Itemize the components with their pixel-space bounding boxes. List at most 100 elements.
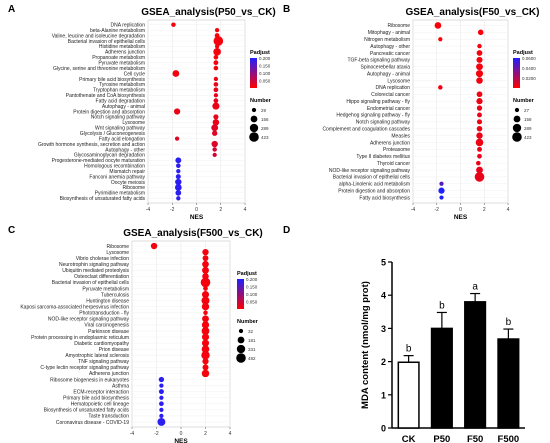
term-dot (158, 389, 164, 395)
term-label: Parkinson disease (88, 329, 129, 335)
term-dot (438, 187, 445, 194)
term-dot (176, 169, 181, 174)
x-tick-label: 0 (195, 207, 198, 213)
term-label: C-type lectin receptor signaling pathway (40, 365, 129, 371)
x-tick-label: -4 (146, 207, 151, 213)
significance-letter: a (472, 282, 478, 293)
term-dot (202, 364, 209, 371)
size-legend-dot (512, 123, 522, 133)
term-label: Autophagy - other (105, 147, 145, 153)
term-dot (213, 82, 219, 87)
term-label: Ubiquitin mediated proteolysis (62, 268, 129, 274)
padjust-legend-title: Padjust (237, 271, 257, 277)
term-label: Hematopoietic cell lineage (71, 402, 130, 408)
size-legend-label: 181 (248, 338, 256, 343)
term-label: Adherens junction (89, 371, 129, 377)
size-legend-label: 423 (524, 135, 532, 140)
term-dot (202, 358, 209, 365)
number-legend-title: Number (250, 98, 272, 104)
term-label: Lysosome (122, 120, 145, 126)
term-label: DNA replication (111, 23, 146, 29)
term-label: Viral carcinogenesis (84, 323, 129, 329)
x-tick-label: -2 (435, 207, 440, 213)
size-legend-label: 29 (261, 108, 267, 113)
term-label: Propanoate metabolism (92, 55, 145, 61)
x-tick-label: -4 (130, 431, 135, 437)
term-dot (213, 54, 219, 60)
padjust-tick-label: 0.200 (246, 277, 258, 282)
term-label: Bacterial invasion of epithelial cells (68, 39, 146, 45)
category-label: F500 (498, 434, 520, 443)
term-dot (434, 22, 442, 29)
term-label: Valine, leucine and isoleucine degradati… (52, 33, 146, 39)
size-legend-dot (513, 115, 521, 123)
term-dot (438, 37, 443, 42)
term-label: alpha-Linolenic acid metabolism (339, 182, 410, 188)
term-label: Biosynthesis of unsaturated fatty acids (44, 408, 130, 414)
term-label: Fatty acid biosynthesis (359, 195, 410, 201)
term-dot (201, 321, 210, 329)
term-label: Hippo signaling pathway - fly (346, 99, 410, 105)
padjust-legend-title: Padjust (513, 50, 533, 56)
term-label: Tyrosine metabolism (99, 82, 145, 88)
size-legend-label: 331 (248, 347, 256, 352)
term-dot (212, 130, 218, 136)
term-dot (202, 266, 209, 274)
term-dot (201, 369, 210, 378)
y-tick-label: 3 (381, 324, 386, 334)
term-label: Glycosaminoglycan degradation (74, 153, 145, 159)
term-dot (214, 27, 220, 33)
term-label: Progesterone-mediated oocyte maturation (52, 158, 146, 164)
term-dot (214, 44, 220, 49)
term-dot (475, 70, 484, 78)
term-label: Nitrogen metabolism (364, 37, 410, 43)
padjust-legend-title: Padjust (250, 50, 270, 56)
term-label: Pantothenate and CoA biosynthesis (66, 93, 146, 99)
term-dot (476, 132, 483, 139)
y-tick-label: 4 (381, 291, 386, 301)
size-legend-dot (514, 107, 520, 113)
term-label: Notch signaling pathway (91, 115, 146, 121)
term-dot (475, 138, 484, 147)
term-label: Notch signaling pathway (356, 120, 411, 126)
size-legend-label: 158 (524, 117, 532, 122)
size-legend-dot (250, 115, 258, 123)
term-dot (477, 146, 482, 152)
term-label: Biosynthesis of unsaturated fatty acids (60, 196, 146, 202)
term-label: Fanconi anemia pathway (89, 174, 145, 180)
term-dot (173, 108, 181, 115)
term-label: Ribosome biogenesis in eukaryotes (50, 377, 129, 383)
term-dot (213, 87, 219, 93)
term-dot (476, 119, 483, 125)
term-dot (477, 43, 482, 49)
term-label: NOD-like receptor signaling pathway (48, 317, 130, 323)
term-dot (476, 50, 483, 56)
padjust-tick-label: 0.050 (259, 78, 271, 83)
term-label: DNA replication (376, 85, 411, 91)
category-label: CK (402, 434, 416, 443)
term-label: TGF-beta signaling pathway (347, 58, 410, 64)
term-dot (201, 345, 210, 354)
term-dot (212, 119, 220, 126)
x-tick-label: 2 (204, 431, 207, 437)
size-legend-dot (236, 353, 246, 363)
size-legend-dot (249, 132, 259, 142)
significance-letter: b (439, 300, 445, 311)
term-dot (476, 56, 483, 63)
panel-c: C GSEA_analysis(F500_vs_CK) RibosomeLysoso… (8, 225, 263, 443)
padjust-tick-label: 0.150 (259, 63, 271, 68)
term-label: Adherens junction (105, 50, 145, 56)
term-dot (200, 277, 211, 288)
size-legend-label: 423 (261, 135, 269, 140)
term-dot (175, 174, 181, 180)
panel-title: GSEA_analysis(F50_vs_CK) (406, 7, 540, 18)
term-label: Autophagy - animal (102, 104, 145, 110)
term-dot (213, 76, 219, 82)
term-label: Osteoclast differentiation (74, 274, 129, 280)
term-dot (174, 184, 182, 191)
panel-letter: D (283, 225, 290, 236)
term-dot (213, 60, 219, 66)
term-label: Endometrial cancer (367, 106, 410, 112)
term-dot (159, 401, 164, 407)
panel-title: GSEA_analysis(P50_vs_CK) (141, 7, 276, 18)
